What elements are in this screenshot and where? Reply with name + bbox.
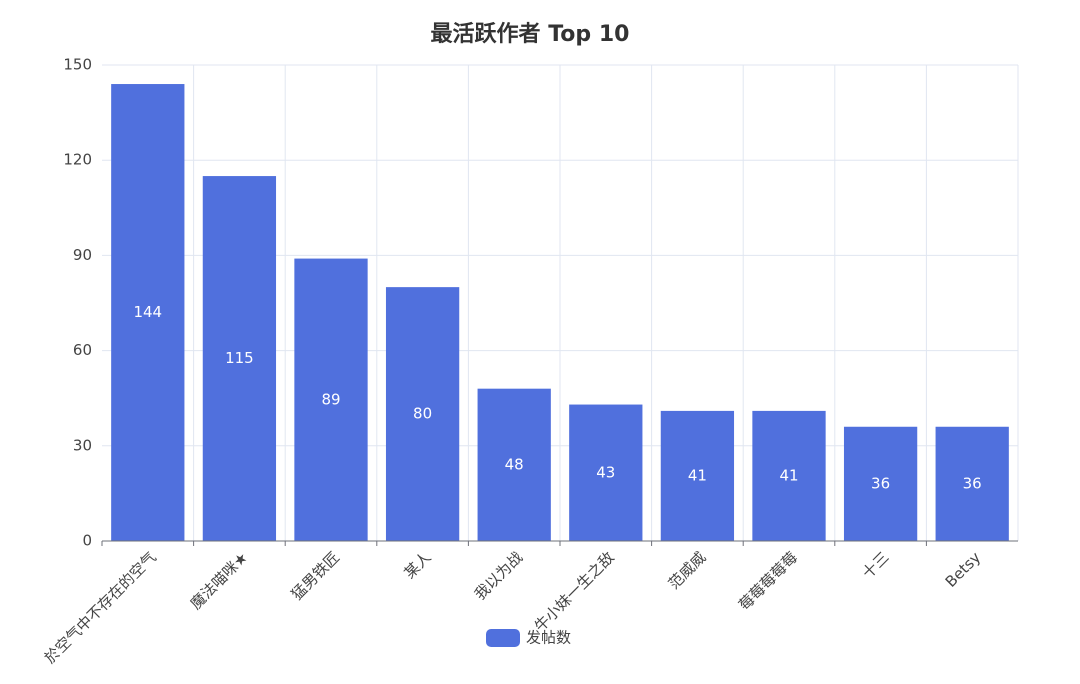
y-tick-label: 150 bbox=[63, 56, 92, 74]
bar bbox=[843, 426, 918, 541]
x-tick-label: Betsy bbox=[942, 548, 985, 591]
bar bbox=[202, 176, 277, 542]
value-label: 80 bbox=[413, 405, 432, 423]
value-label: 115 bbox=[225, 349, 254, 367]
x-tick-label: 魔法喵咪★ bbox=[187, 548, 252, 613]
value-label: 48 bbox=[505, 455, 524, 473]
y-tick-label: 120 bbox=[63, 151, 92, 169]
bar bbox=[385, 287, 460, 541]
bar bbox=[111, 84, 185, 541]
bar bbox=[660, 410, 735, 541]
bar bbox=[752, 410, 826, 541]
value-label: 144 bbox=[133, 303, 162, 321]
bar bbox=[569, 404, 643, 541]
bar bbox=[294, 258, 368, 541]
x-tick-label: 我以为战 bbox=[471, 548, 526, 603]
chart-title: 最活跃作者 Top 10 bbox=[431, 22, 630, 47]
bar bbox=[477, 388, 551, 541]
value-label: 36 bbox=[963, 474, 982, 492]
value-label: 43 bbox=[596, 463, 615, 481]
value-label: 89 bbox=[321, 390, 340, 408]
y-tick-label: 90 bbox=[73, 246, 92, 264]
bar bbox=[935, 426, 1009, 541]
x-tick-label: 十三 bbox=[859, 548, 893, 582]
value-label: 36 bbox=[871, 474, 890, 492]
x-tick-label: 某人 bbox=[401, 548, 435, 582]
legend-label: 发帖数 bbox=[526, 629, 571, 647]
y-tick-label: 0 bbox=[82, 532, 92, 550]
x-tick-label: 范威威 bbox=[665, 548, 710, 593]
y-tick-label: 30 bbox=[73, 436, 92, 454]
x-tick-label: 牛小妹一生之敌 bbox=[531, 548, 618, 635]
x-tick-label: 莓莓莓莓莓 bbox=[735, 548, 801, 614]
x-tick-label: 於空气中不存在的空气 bbox=[41, 548, 160, 667]
legend-swatch[interactable] bbox=[486, 629, 520, 647]
y-tick-label: 60 bbox=[73, 341, 92, 359]
value-label: 41 bbox=[779, 466, 798, 484]
x-tick-label: 猛男铁匠 bbox=[288, 548, 343, 603]
value-label: 41 bbox=[688, 466, 707, 484]
